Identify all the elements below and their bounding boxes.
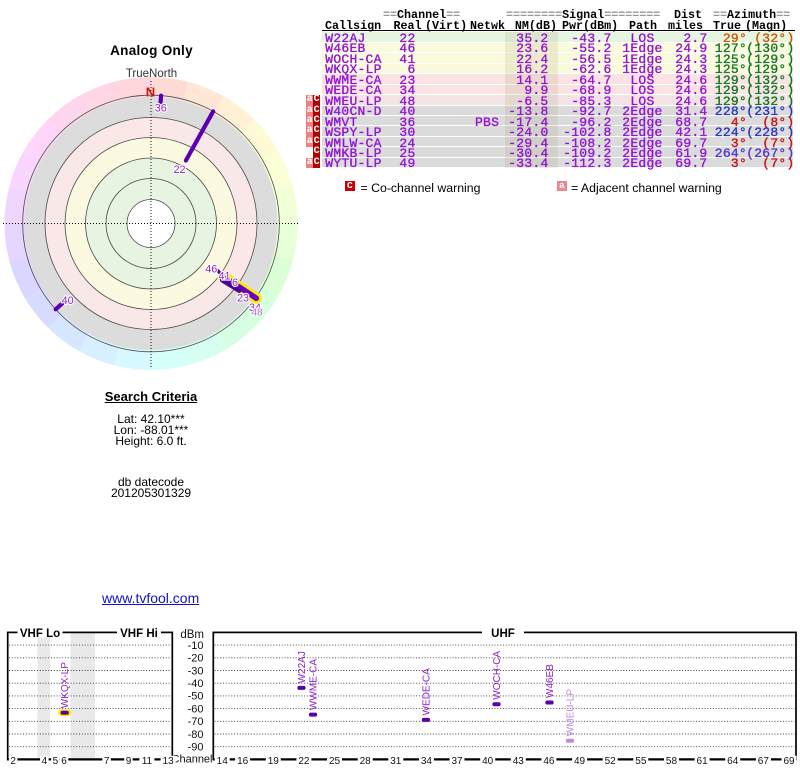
svg-text:-40: -40	[188, 678, 204, 690]
svg-text:31: 31	[390, 756, 402, 767]
svg-text:25: 25	[329, 756, 341, 767]
svg-text:22: 22	[173, 164, 185, 176]
svg-text:67: 67	[758, 756, 770, 767]
svg-text:14: 14	[217, 756, 229, 767]
svg-text:VHF Lo: VHF Lo	[20, 628, 60, 640]
svg-text:9: 9	[126, 756, 132, 767]
svg-text:46: 46	[205, 264, 217, 276]
svg-text:WMEU-LP: WMEU-LP	[565, 689, 576, 737]
svg-text:WWME-CA: WWME-CA	[308, 659, 319, 710]
svg-text:55: 55	[635, 756, 647, 767]
svg-text:dBm: dBm	[180, 629, 204, 641]
svg-text:40: 40	[482, 756, 494, 767]
svg-text:49: 49	[574, 756, 586, 767]
svg-text:22: 22	[298, 756, 310, 767]
svg-text:46: 46	[543, 756, 555, 767]
svg-text:69: 69	[783, 756, 795, 767]
svg-text:6: 6	[61, 756, 67, 767]
svg-text:-70: -70	[188, 716, 204, 728]
svg-text:34: 34	[249, 302, 261, 314]
svg-text:WOCH-CA: WOCH-CA	[492, 650, 503, 699]
svg-text:-10: -10	[188, 640, 204, 652]
svg-text:36: 36	[155, 103, 167, 115]
svg-text:5: 5	[53, 756, 59, 767]
svg-text:6: 6	[232, 277, 238, 289]
svg-text:52: 52	[605, 756, 617, 767]
svg-text:W46EB: W46EB	[545, 664, 556, 698]
svg-text:23: 23	[237, 293, 249, 305]
svg-text:N: N	[146, 85, 155, 100]
svg-text:W22AJ: W22AJ	[297, 651, 308, 683]
svg-text:41: 41	[218, 271, 230, 283]
svg-text:VHF Hi: VHF Hi	[120, 628, 158, 640]
svg-text:40: 40	[62, 295, 74, 307]
svg-text:48: 48	[251, 308, 263, 319]
svg-text:-30: -30	[188, 665, 204, 677]
svg-text:7: 7	[104, 756, 110, 767]
svg-text:61: 61	[697, 756, 709, 767]
svg-text:-20: -20	[188, 653, 204, 665]
svg-text:WEDE-CA: WEDE-CA	[421, 668, 432, 716]
svg-text:Channel: Channel	[172, 754, 213, 766]
svg-text:37: 37	[451, 756, 463, 767]
svg-text:WKQX-LP: WKQX-LP	[60, 662, 71, 708]
svg-text:16: 16	[237, 756, 249, 767]
svg-text:64: 64	[727, 756, 739, 767]
svg-text:11: 11	[142, 756, 153, 767]
svg-text:-80: -80	[188, 729, 204, 741]
svg-text:19: 19	[268, 756, 280, 767]
svg-text:13: 13	[163, 756, 175, 767]
svg-text:34: 34	[421, 756, 433, 767]
svg-text:28: 28	[360, 756, 372, 767]
svg-text:43: 43	[513, 756, 525, 767]
svg-text:-90: -90	[188, 742, 204, 754]
svg-text:58: 58	[666, 756, 678, 767]
svg-text:UHF: UHF	[491, 628, 515, 640]
svg-text:2: 2	[10, 756, 16, 767]
svg-text:-50: -50	[188, 691, 204, 703]
svg-text:4: 4	[42, 756, 48, 767]
svg-text:-60: -60	[188, 703, 204, 715]
